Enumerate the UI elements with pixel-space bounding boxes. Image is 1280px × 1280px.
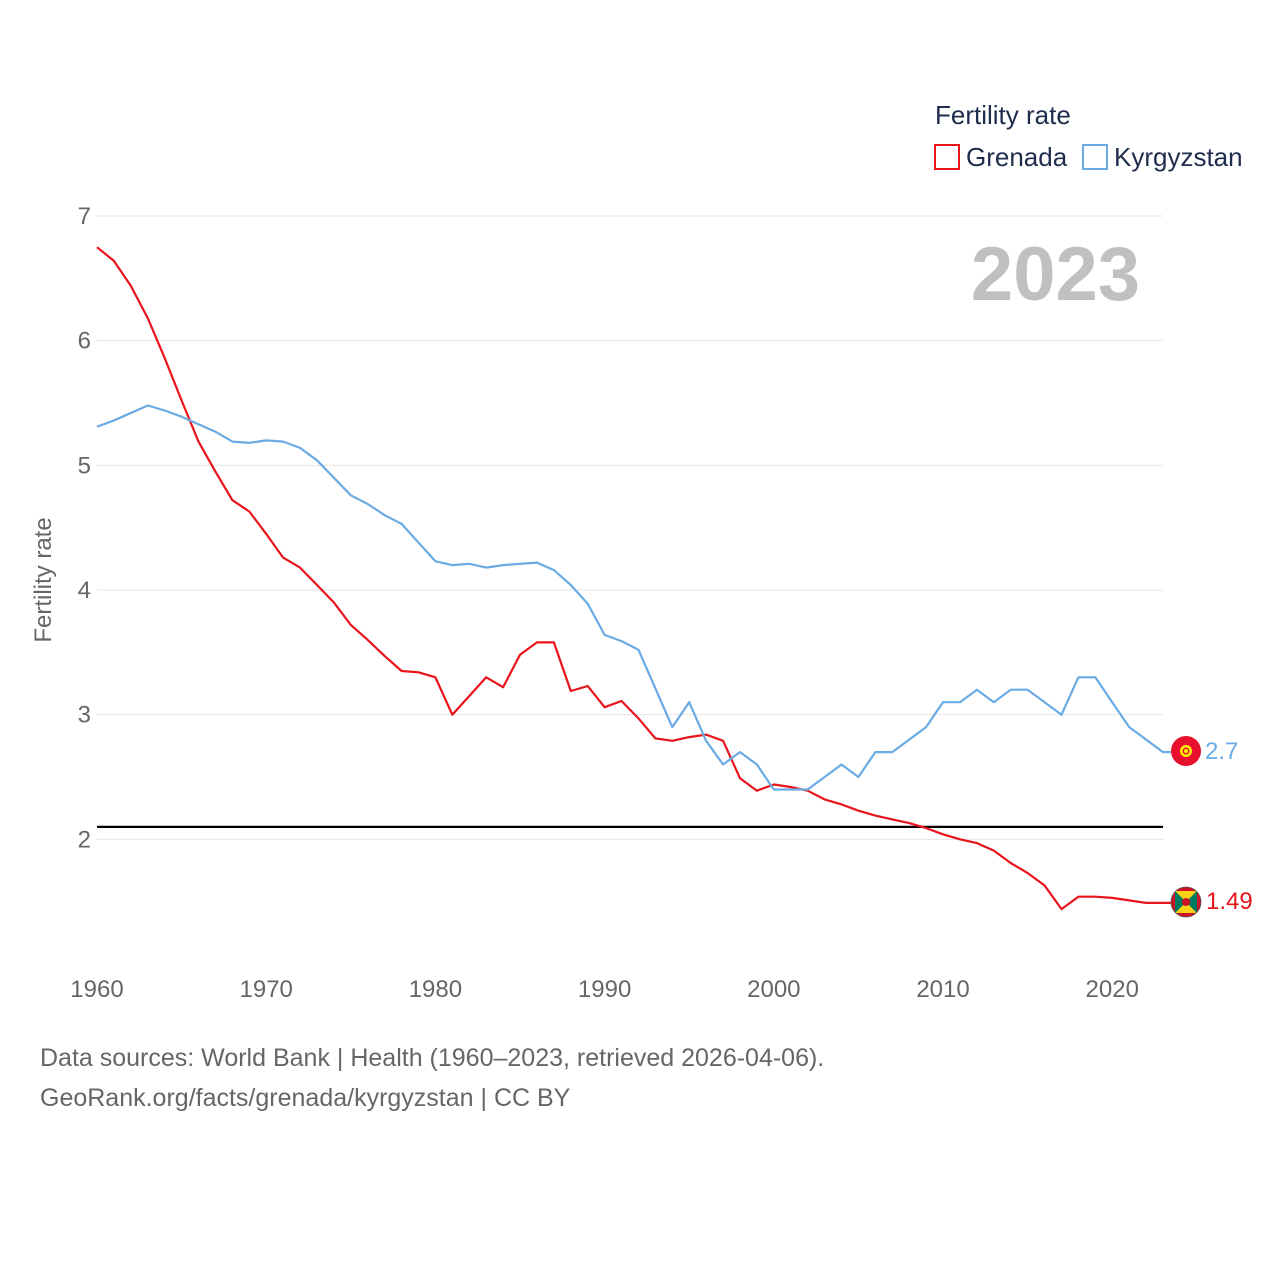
- legend-swatch-grenada: [934, 144, 960, 170]
- end-label-kyrgyzstan: 2.7: [1205, 738, 1238, 765]
- footer-link: GeoRank.org/facts/grenada/kyrgyzstan | C…: [40, 1084, 571, 1112]
- series-line-kyrgyzstan: [96, 404, 1171, 791]
- y-tick-6: 6: [78, 328, 91, 355]
- series-line-grenada: [96, 246, 1171, 911]
- kyrgyzstan-flag-icon: [1171, 736, 1201, 766]
- y-tick-4: 4: [78, 577, 91, 604]
- y-axis-label: Fertility rate: [30, 517, 57, 642]
- y-tick-3: 3: [78, 702, 91, 729]
- legend-title: Fertility rate: [935, 100, 1071, 130]
- series-lines: [96, 246, 1171, 911]
- year-label: 2023: [971, 232, 1140, 317]
- footer-sources: Data sources: World Bank | Health (1960–…: [40, 1044, 825, 1072]
- y-tick-7: 7: [78, 203, 91, 230]
- x-tick-1990: 1990: [578, 976, 631, 1003]
- y-gridlines: [97, 215, 1163, 840]
- x-tick-1960: 1960: [70, 976, 123, 1003]
- legend-label-grenada: Grenada: [966, 142, 1068, 172]
- x-tick-1980: 1980: [409, 976, 462, 1003]
- x-tick-2020: 2020: [1086, 976, 1139, 1003]
- x-tick-1970: 1970: [240, 976, 293, 1003]
- grenada-flag-icon: [1170, 886, 1202, 918]
- end-label-grenada: 1.49: [1206, 888, 1253, 915]
- y-tick-labels: 2 3 4 5 6 7: [78, 203, 91, 853]
- y-tick-5: 5: [78, 452, 91, 479]
- x-tick-2010: 2010: [916, 976, 969, 1003]
- y-tick-2: 2: [78, 826, 91, 853]
- x-tick-2000: 2000: [747, 976, 800, 1003]
- legend-swatch-kyrgyzstan: [1082, 144, 1108, 170]
- x-tick-labels: 1960 1970 1980 1990 2000 2010 2020: [70, 976, 1139, 1003]
- legend: Fertility rate Grenada Kyrgyzstan: [934, 100, 1243, 172]
- legend-label-kyrgyzstan: Kyrgyzstan: [1114, 142, 1243, 172]
